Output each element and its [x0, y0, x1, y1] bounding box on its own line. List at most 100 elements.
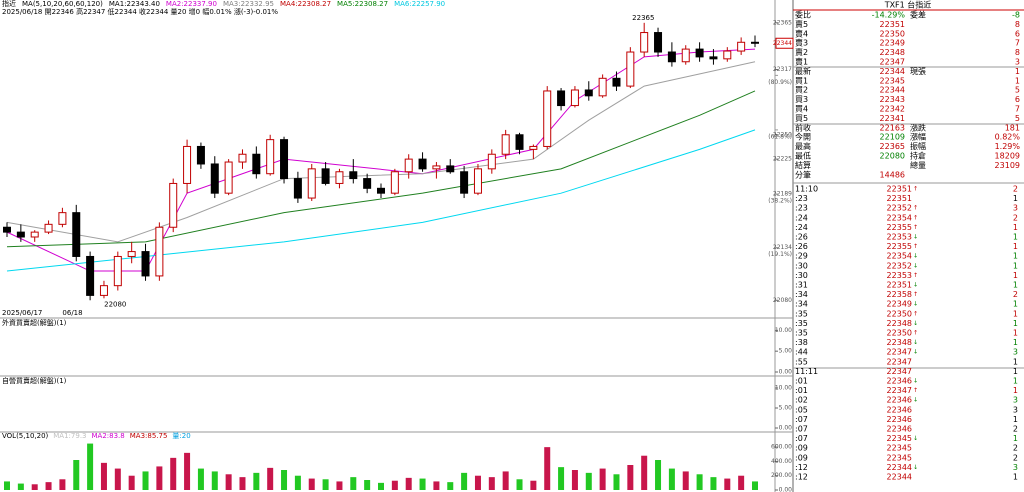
tick-time: :07	[795, 415, 808, 424]
candle-body	[183, 145, 192, 184]
volume-bar	[184, 452, 191, 490]
candle-body	[681, 48, 690, 63]
high-annotation: 22365	[632, 14, 654, 22]
tick-time: :23	[795, 204, 808, 213]
panel-title: 外資買賣超(解盤)(1)	[2, 318, 67, 327]
candle-body	[210, 163, 219, 194]
tick-price: 22347	[887, 348, 912, 357]
tick-dir: ↓	[913, 282, 918, 289]
quote-title: TXF1 台指近	[884, 0, 932, 10]
tick-qty: 1	[1013, 281, 1018, 290]
tick-qty: 1	[1013, 309, 1018, 318]
quote-value: 7	[1015, 105, 1020, 114]
volume-bar	[599, 468, 606, 490]
tick-dir: ↓	[913, 464, 918, 471]
tick-price: 22350	[887, 309, 912, 318]
quote-value: 22350	[880, 29, 905, 38]
tick-price: 22355	[887, 223, 912, 232]
candle-body	[321, 168, 330, 184]
quote-value: 1	[1015, 67, 1020, 76]
tick-qty: 1	[1013, 367, 1018, 376]
volume-bar	[59, 479, 66, 490]
tick-qty: 3	[1013, 204, 1018, 213]
tick-time: :12	[795, 473, 808, 482]
volume-bar	[281, 470, 288, 490]
current-price-box	[775, 37, 794, 49]
candle-body	[446, 165, 455, 173]
tick-price: 22351	[887, 281, 912, 290]
quote-value: 22163	[880, 123, 905, 132]
quote-label: 現張	[910, 67, 926, 76]
quote-value: 22342	[880, 105, 905, 114]
tick-time: :05	[795, 405, 808, 414]
tick-price: 22354	[887, 213, 912, 222]
tick-price: 22346	[887, 377, 912, 386]
date-label: 06/18	[62, 309, 82, 317]
volume-bar	[516, 479, 523, 490]
tick-qty: 2	[1013, 444, 1018, 453]
quote-value: 5	[1015, 114, 1020, 123]
volume-bar	[530, 480, 537, 490]
quote-label: 漲幅	[910, 132, 926, 142]
quote-value: 14486	[880, 170, 905, 179]
tick-time: :23	[795, 194, 808, 203]
quote-value: 22344	[880, 86, 905, 95]
quote-value: 22349	[880, 39, 905, 48]
candle-body	[377, 187, 385, 194]
volume-label: MA3:85.75	[130, 432, 168, 440]
tick-time: :26	[795, 242, 808, 251]
tick-price: 22355	[887, 242, 912, 251]
quote-value: 22345	[880, 76, 905, 85]
low-annotation: 22080	[104, 300, 126, 308]
tick-price: 22345	[887, 444, 912, 453]
tick-price: 22344	[887, 473, 912, 482]
tick-price: 22346	[887, 425, 912, 434]
candle-body	[487, 153, 496, 170]
header-item: MA1:22343.40	[109, 0, 160, 8]
tick-price: 22352	[887, 261, 912, 270]
quote-value: 22348	[880, 48, 905, 57]
candle-body	[169, 182, 178, 228]
quote-label: 買1	[795, 76, 808, 85]
volume-bar	[571, 470, 578, 490]
quote-label: 持倉	[910, 151, 926, 161]
candle-body	[266, 139, 275, 175]
y-tick-label: 200.00	[771, 472, 792, 479]
candle-body	[570, 89, 579, 107]
candle-body	[695, 48, 704, 58]
tick-time: :01	[795, 386, 808, 395]
tick-price: 22347	[887, 386, 912, 395]
tick-time: :38	[795, 338, 808, 347]
quote-value: 8	[1015, 48, 1020, 57]
quote-value: 3	[1015, 58, 1020, 67]
tick-time: :30	[795, 261, 808, 270]
tick-dir: ↑	[913, 291, 918, 298]
quote-value: 22109	[880, 133, 905, 142]
volume-bar	[668, 468, 675, 490]
tick-time: 11:10	[795, 185, 818, 194]
tick-qty: 1	[1013, 233, 1018, 242]
tick-qty: 3	[1013, 405, 1018, 414]
candle-body	[667, 51, 676, 63]
quote-label: 前收	[795, 122, 811, 132]
candle-body	[543, 90, 552, 147]
candle-body	[238, 153, 247, 163]
header-item: 指近	[2, 0, 16, 8]
volume-bar	[17, 483, 24, 490]
quote-value: 181	[1005, 123, 1020, 132]
candle-body	[86, 255, 95, 296]
ma-line	[6, 61, 756, 243]
volume-bar	[364, 480, 371, 490]
y-tick-label: 400.00	[771, 458, 792, 465]
volume-label: 量:20	[172, 432, 190, 440]
tick-time: :02	[795, 396, 808, 405]
quote-value: 22365	[880, 142, 905, 151]
volume-bar	[488, 477, 495, 490]
quote-label: 賣1	[795, 57, 808, 67]
y-tick-label: 0.00	[779, 425, 793, 432]
tick-price: 22351	[887, 194, 912, 203]
tick-time: :09	[795, 444, 808, 453]
quote-label: 委比	[795, 10, 811, 20]
tick-dir: ↓	[913, 234, 918, 241]
